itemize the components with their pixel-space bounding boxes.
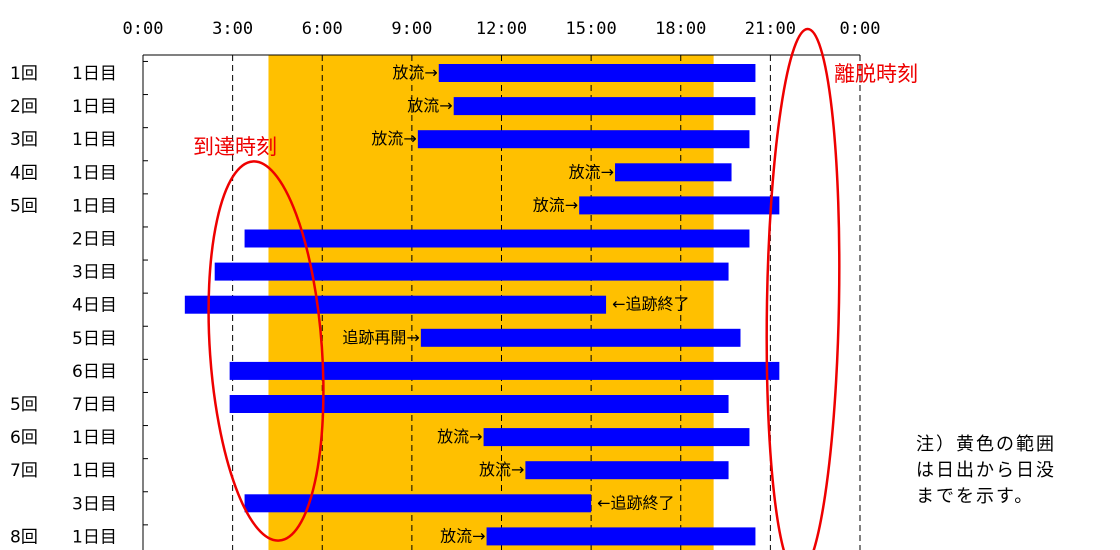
- footnote-line-2: は日出から日没: [916, 460, 1056, 481]
- day-label: 1日目: [72, 196, 117, 216]
- x-tick-label: 0:00: [840, 19, 881, 39]
- day-label: 1日目: [72, 527, 117, 547]
- day-label: 1日目: [72, 461, 117, 481]
- round-label: 2回: [10, 97, 38, 117]
- bar-annotation: 放流→: [392, 63, 437, 82]
- day-label: 1日目: [72, 130, 117, 150]
- day-label: 2日目: [72, 230, 117, 250]
- footnote: 注）黄色の範囲 は日出から日没 までを示す。: [916, 432, 1116, 510]
- x-tick-label: 3:00: [212, 19, 253, 39]
- x-tick-label: 6:00: [302, 19, 343, 39]
- x-tick-label: 9:00: [391, 19, 432, 39]
- departure-time-ellipse: [765, 27, 841, 550]
- duration-bar: [525, 461, 729, 480]
- day-label: 1日目: [72, 97, 117, 117]
- duration-bar: [486, 527, 756, 546]
- day-label: 7日目: [72, 395, 117, 415]
- duration-bar: [453, 97, 756, 116]
- duration-bar: [438, 64, 756, 82]
- duration-bar: [229, 361, 780, 380]
- bar-annotation: 放流→: [479, 460, 524, 479]
- bar-annotation: 放流→: [407, 96, 452, 115]
- day-label: 3日目: [72, 494, 117, 514]
- day-label: 1日目: [72, 64, 117, 84]
- duration-bar: [615, 163, 732, 182]
- x-tick-label: 0:00: [123, 19, 164, 39]
- duration-bar: [579, 196, 780, 215]
- bar-annotation: ←追跡終了: [612, 295, 689, 314]
- arrival-time-label: 到達時刻: [193, 135, 277, 159]
- round-label: 1回: [10, 64, 38, 84]
- duration-bar: [184, 295, 607, 314]
- arrival-time-ellipse: [207, 160, 325, 542]
- round-label: 5回: [10, 395, 38, 415]
- round-label: 8回: [10, 527, 38, 547]
- round-label: 7回: [10, 461, 38, 481]
- day-label: 1日目: [72, 428, 117, 448]
- x-tick-label: 21:00: [745, 19, 796, 39]
- day-label: 1日目: [72, 163, 117, 183]
- round-label: 3回: [10, 130, 38, 150]
- bar-annotation: 放流→: [533, 195, 578, 214]
- duration-bar: [483, 428, 750, 447]
- day-label: 5日目: [72, 329, 117, 349]
- round-label: 6回: [10, 428, 38, 448]
- bar-annotation: 放流→: [569, 162, 614, 181]
- footnote-line-1: 注）黄色の範囲: [916, 434, 1056, 455]
- bar-annotation: 放流→: [371, 129, 416, 148]
- day-label: 6日目: [72, 362, 117, 382]
- duration-bar: [417, 130, 750, 149]
- footnote-line-3: までを示す。: [916, 486, 1035, 507]
- x-tick-label: 12:00: [476, 19, 527, 39]
- duration-bar: [420, 328, 741, 347]
- x-tick-label: 18:00: [655, 19, 706, 39]
- duration-bar: [214, 262, 729, 281]
- round-label: 5回: [10, 196, 38, 216]
- bar-annotation: ←追跡終了: [597, 493, 674, 512]
- bar-annotation: 放流→: [440, 526, 485, 545]
- day-label: 4日目: [72, 296, 117, 316]
- bar-annotation: 追跡再開→: [342, 328, 419, 347]
- departure-time-label: 離脱時刻: [834, 62, 918, 86]
- duration-bar: [244, 229, 750, 248]
- day-label: 3日目: [72, 263, 117, 283]
- round-label: 4回: [10, 163, 38, 183]
- duration-bar: [229, 395, 729, 413]
- duration-bar: [244, 494, 592, 513]
- x-tick-label: 15:00: [566, 19, 617, 39]
- bar-annotation: 放流→: [437, 427, 482, 446]
